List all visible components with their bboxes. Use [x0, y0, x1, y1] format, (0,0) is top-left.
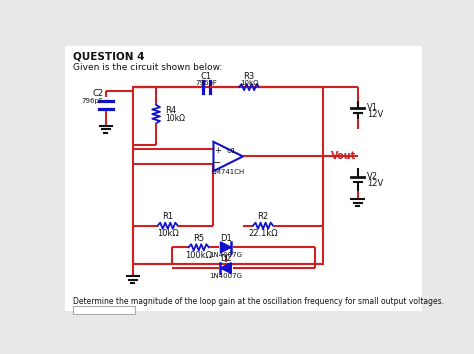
Text: 1N4007G: 1N4007G — [210, 273, 242, 279]
Text: +: + — [214, 146, 221, 155]
Text: C2: C2 — [92, 89, 103, 98]
Text: Determine the magnitude of the loop gain at the oscillation frequency for small : Determine the magnitude of the loop gain… — [73, 297, 444, 307]
Text: 1N4007G: 1N4007G — [210, 252, 242, 258]
Text: −: − — [213, 158, 221, 169]
Polygon shape — [213, 142, 243, 171]
Text: V2: V2 — [367, 172, 378, 181]
Text: 22.1kΩ: 22.1kΩ — [248, 229, 278, 238]
Text: R2: R2 — [257, 212, 269, 221]
Text: R5: R5 — [193, 234, 204, 242]
Text: R4: R4 — [165, 106, 176, 115]
Text: 12V: 12V — [367, 179, 383, 188]
Text: D1: D1 — [220, 234, 232, 242]
Text: D2: D2 — [220, 255, 232, 263]
Text: Given is the circuit shown below:: Given is the circuit shown below: — [73, 63, 223, 72]
Text: U1: U1 — [227, 148, 236, 154]
FancyBboxPatch shape — [65, 46, 422, 311]
Text: 10kΩ: 10kΩ — [157, 229, 179, 238]
Text: QUESTION 4: QUESTION 4 — [73, 51, 145, 61]
Text: 796pF: 796pF — [196, 80, 218, 86]
Text: R3: R3 — [244, 72, 255, 81]
Text: 12V: 12V — [367, 110, 383, 119]
Text: 10kΩ: 10kΩ — [165, 114, 185, 123]
Text: C1: C1 — [201, 72, 212, 81]
Text: R1: R1 — [162, 212, 173, 221]
Text: 100kΩ: 100kΩ — [185, 251, 212, 259]
Text: 10kΩ: 10kΩ — [240, 80, 258, 86]
Polygon shape — [220, 263, 231, 274]
Text: LM741CH: LM741CH — [211, 169, 245, 175]
Polygon shape — [220, 242, 231, 253]
Text: 796pF: 796pF — [82, 98, 103, 104]
Text: Vout: Vout — [330, 152, 356, 161]
FancyBboxPatch shape — [73, 306, 135, 314]
Text: V1: V1 — [367, 103, 378, 112]
